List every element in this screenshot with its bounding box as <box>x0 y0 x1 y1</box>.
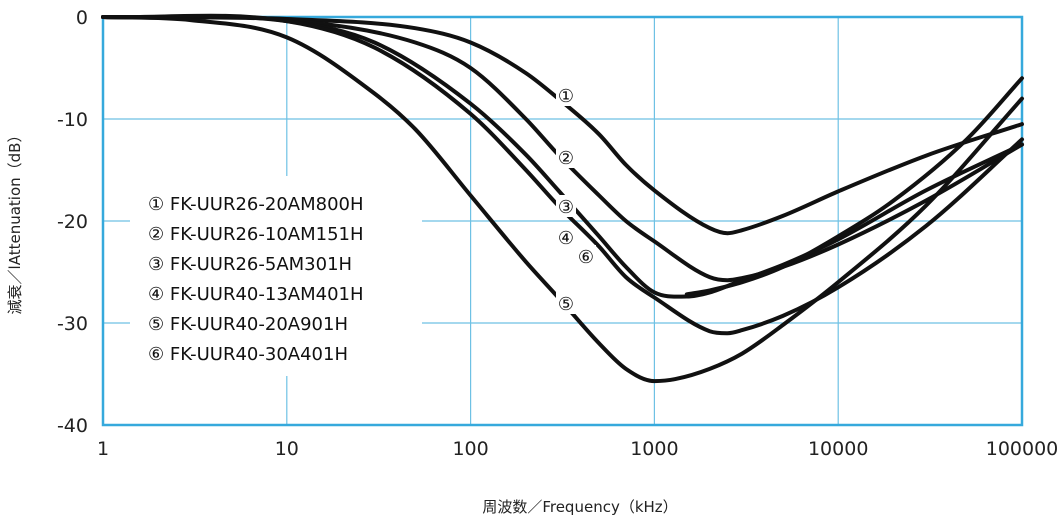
series-line-3 <box>101 14 1024 299</box>
legend-item: ⑥ FK-UUR40-30A401H <box>148 344 348 365</box>
series-curves <box>101 13 1024 384</box>
curve-markers: ① ② ③ ④ ⑤ ⑥ <box>556 84 596 315</box>
x-tick-label: 100 <box>452 438 488 460</box>
legend-item: ① FK-UUR26-20AM800H <box>148 194 364 215</box>
curve-marker: ① <box>558 86 574 107</box>
y-tick-label: 0 <box>76 7 88 29</box>
curve-marker: ② <box>558 148 574 169</box>
x-tick-label: 100000 <box>986 438 1059 460</box>
y-axis-title: 減衰／lAttenuation（dB） <box>6 128 24 315</box>
y-tick-label: -20 <box>57 211 88 233</box>
x-tick-label: 10 <box>275 438 299 460</box>
series-line-4 <box>101 13 1024 336</box>
legend-item: ⑤ FK-UUR40-20A901H <box>148 314 348 335</box>
legend-box: ① FK-UUR26-20AM800H ② FK-UUR26-10AM151H ③ … <box>130 176 422 376</box>
x-tick-label: 1000 <box>630 438 678 460</box>
y-tick-label: -30 <box>57 313 88 335</box>
curve-marker: ④ <box>558 228 574 249</box>
x-tick-label: 10000 <box>808 438 868 460</box>
y-tick-label: -40 <box>57 415 88 437</box>
legend-item: ③ FK-UUR26-5AM301H <box>148 254 352 275</box>
curve-marker-bg <box>576 245 596 267</box>
legend-background <box>130 176 422 376</box>
series-line-6 <box>684 76 1024 297</box>
curve-marker-bg <box>556 226 576 248</box>
curve-marker: ⑥ <box>578 247 594 268</box>
plot-frame <box>101 15 1024 427</box>
curve-marker: ③ <box>558 197 574 218</box>
y-tick-labels: 0 -10 -20 -30 -40 <box>57 7 88 437</box>
curve-marker: ⑤ <box>558 294 574 315</box>
curve-marker-bg <box>556 195 576 217</box>
series-line-5 <box>101 15 1024 384</box>
curve-marker-bg <box>556 292 576 314</box>
y-tick-label: -10 <box>57 109 88 131</box>
series-line-2 <box>101 14 1024 283</box>
series-line-1 <box>101 15 1024 236</box>
curve-marker-bg <box>556 146 576 168</box>
x-tick-labels: 1 10 100 1000 10000 100000 <box>97 438 1058 460</box>
legend-item: ④ FK-UUR40-13AM401H <box>148 284 364 305</box>
x-axis-title: 周波数／Frequency（kHz） <box>482 498 677 516</box>
x-tick-label: 1 <box>97 438 109 460</box>
legend-item: ② FK-UUR26-10AM151H <box>148 224 364 245</box>
curve-marker-bg <box>556 84 576 106</box>
